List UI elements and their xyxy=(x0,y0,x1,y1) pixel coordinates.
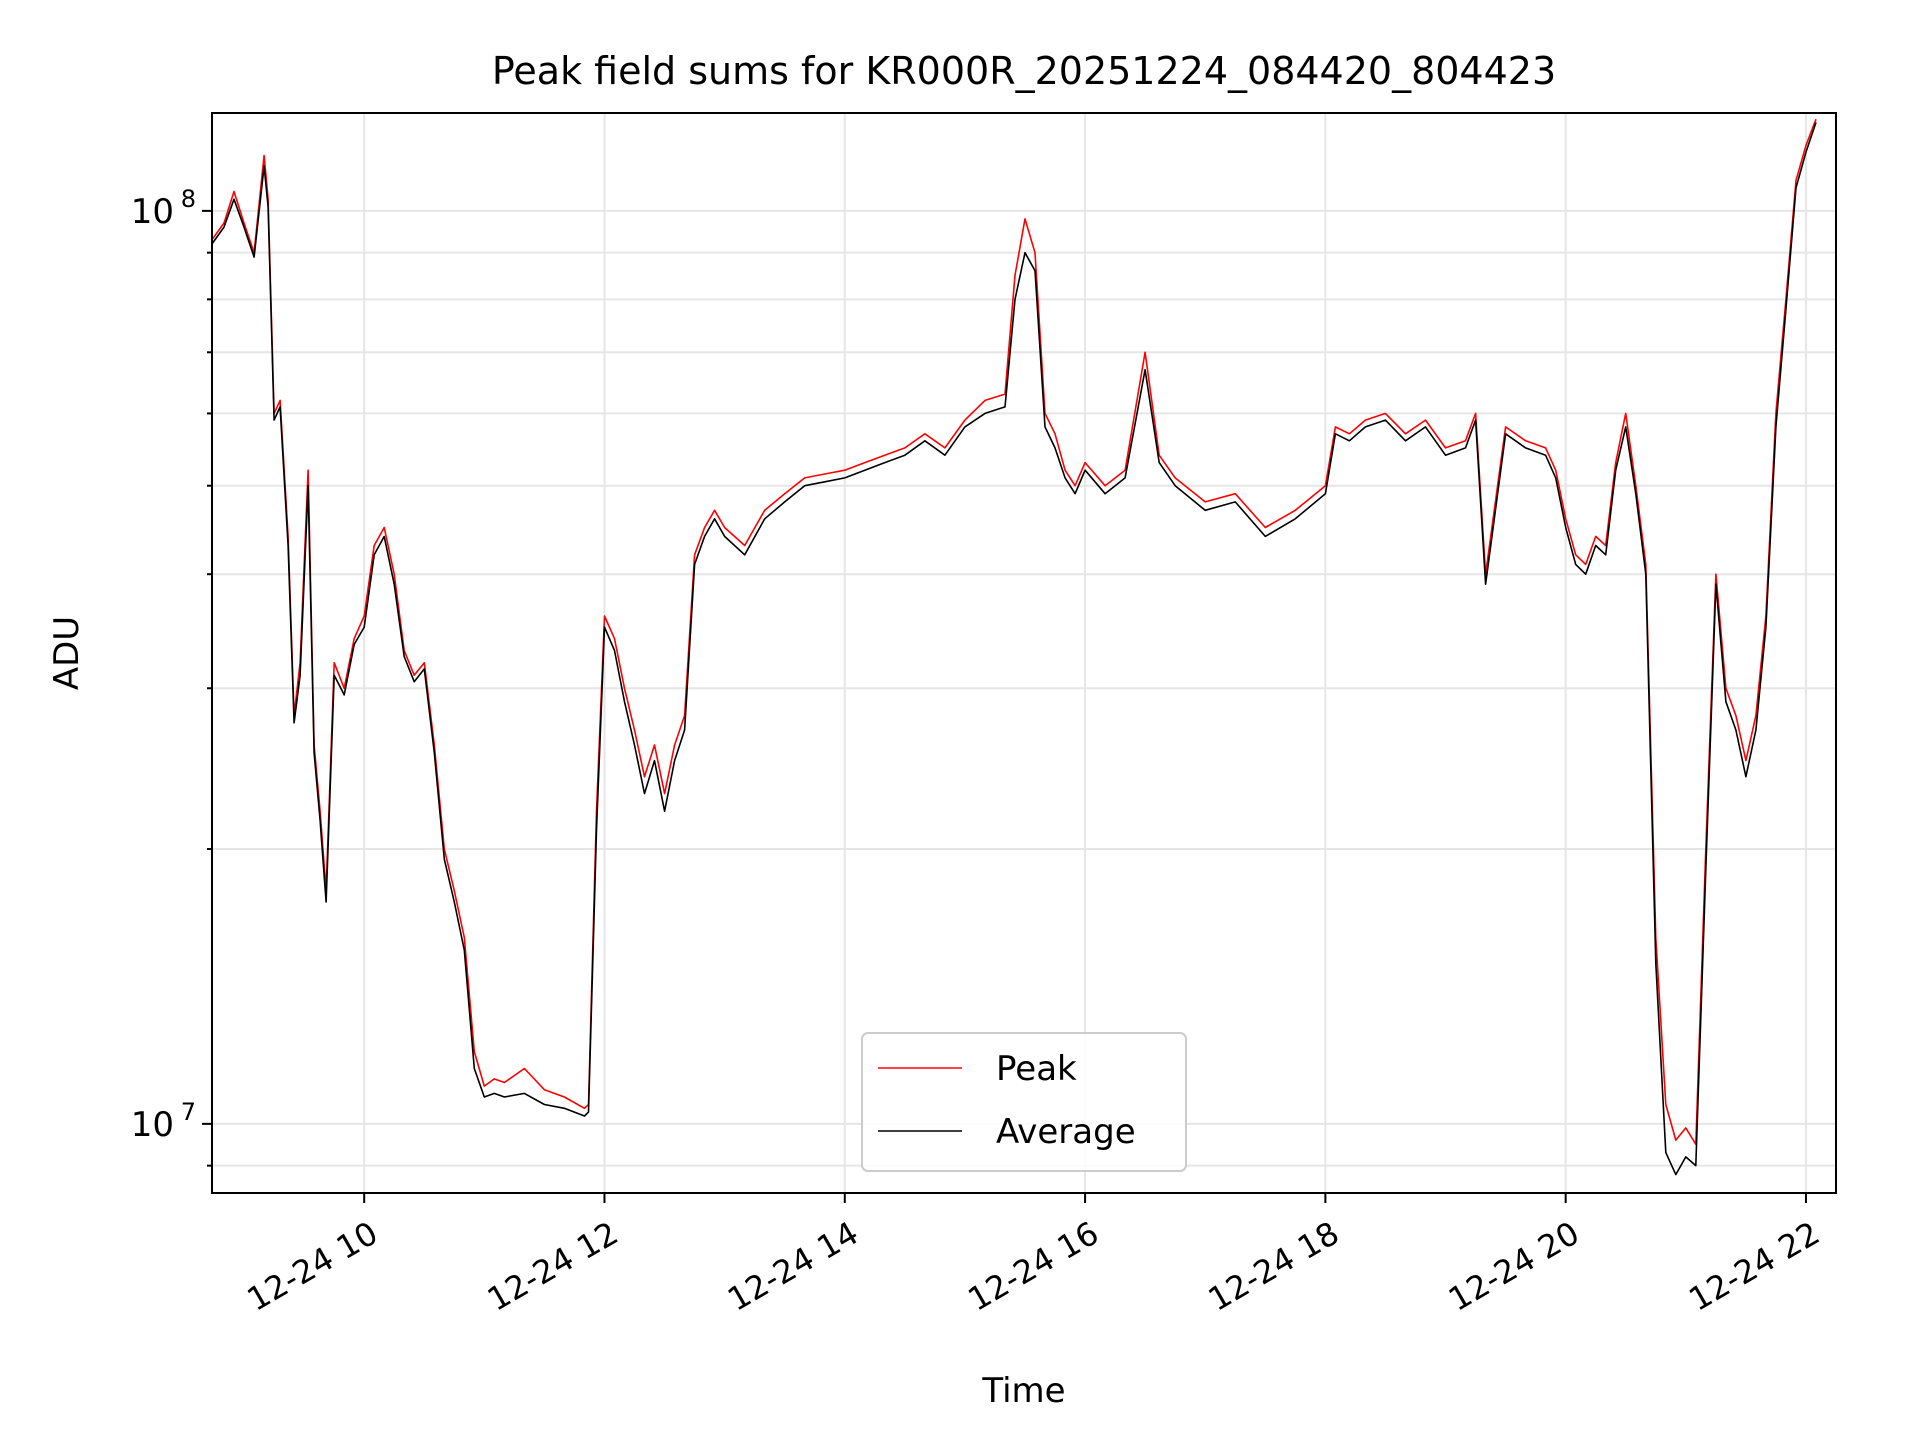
legend: Peak Average xyxy=(861,1032,1187,1172)
y-tick-label: 10 xyxy=(131,192,174,232)
x-tick-label: 12-24 20 xyxy=(1442,1214,1586,1319)
y-tick-label-exponent: 7 xyxy=(181,1098,196,1126)
legend-label-average: Average xyxy=(996,1112,1136,1152)
plot-frame xyxy=(211,112,1837,1194)
chart-title: Peak field sums for KR000R_20251224_0844… xyxy=(492,49,1556,93)
plot-area xyxy=(211,118,1817,1176)
y-axis-label: ADU xyxy=(47,616,87,690)
series-line-average xyxy=(211,122,1817,1176)
y-tick-label-exponent: 8 xyxy=(181,185,196,213)
x-tick-label: 12-24 16 xyxy=(961,1214,1105,1319)
y-tick-label: 10 xyxy=(131,1105,174,1145)
x-tick-label: 12-24 18 xyxy=(1202,1214,1346,1319)
x-tick-label: 12-24 10 xyxy=(241,1214,385,1319)
x-axis-label: Time xyxy=(981,1371,1065,1411)
legend-label-peak: Peak xyxy=(996,1049,1077,1089)
series-line-peak xyxy=(211,118,1817,1145)
x-tick-label: 12-24 12 xyxy=(481,1214,625,1319)
x-axis: 12-24 10 12-24 12 12-24 14 12-24 16 12-24 18… xyxy=(241,1193,1826,1319)
grid xyxy=(212,113,1836,1193)
x-tick-label: 12-24 22 xyxy=(1682,1214,1826,1319)
x-tick-label: 12-24 14 xyxy=(721,1214,865,1319)
